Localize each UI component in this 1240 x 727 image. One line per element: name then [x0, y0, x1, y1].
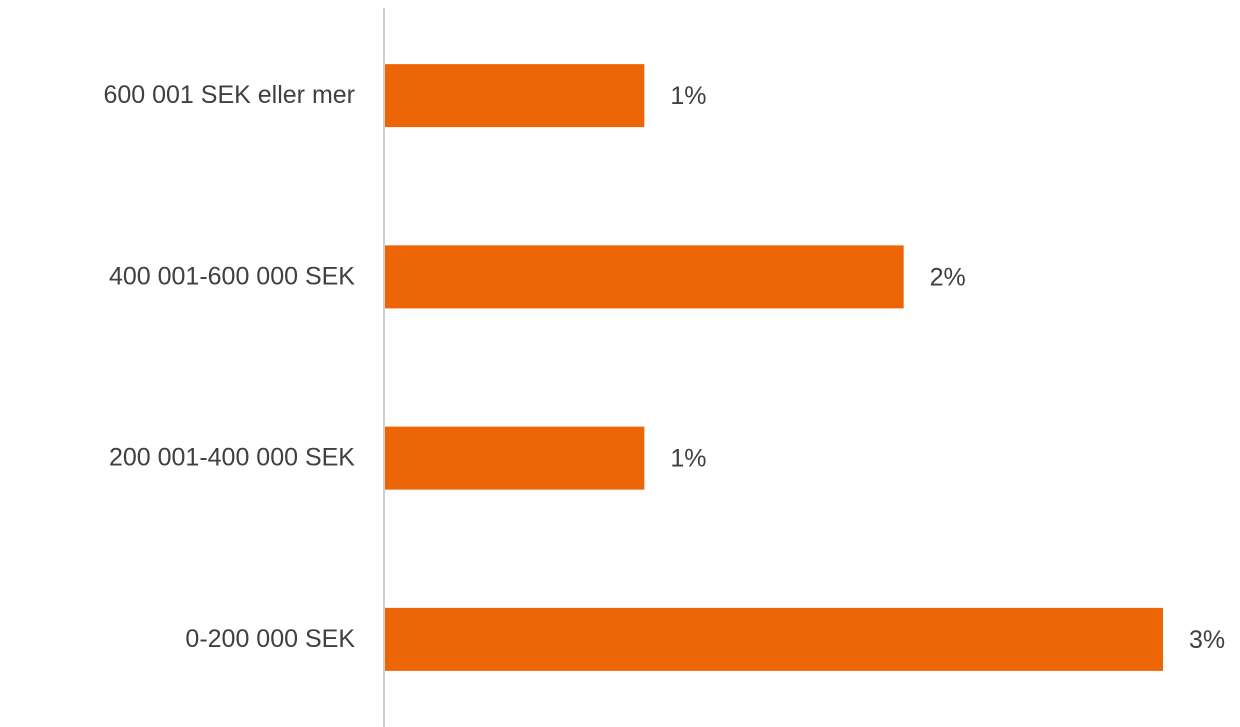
value-label: 3% [1189, 626, 1225, 654]
bar [385, 607, 1163, 671]
bar [385, 426, 645, 490]
category-label: 400 001-600 000 SEK [109, 262, 355, 290]
bar [385, 245, 904, 309]
category-label: 200 001-400 000 SEK [109, 444, 355, 472]
category-label: 600 001 SEK eller mer [103, 81, 355, 109]
bar [385, 64, 645, 128]
category-label: 0-200 000 SEK [185, 625, 355, 653]
value-label: 1% [670, 445, 706, 473]
value-label: 2% [930, 263, 966, 291]
value-label: 1% [670, 82, 706, 110]
